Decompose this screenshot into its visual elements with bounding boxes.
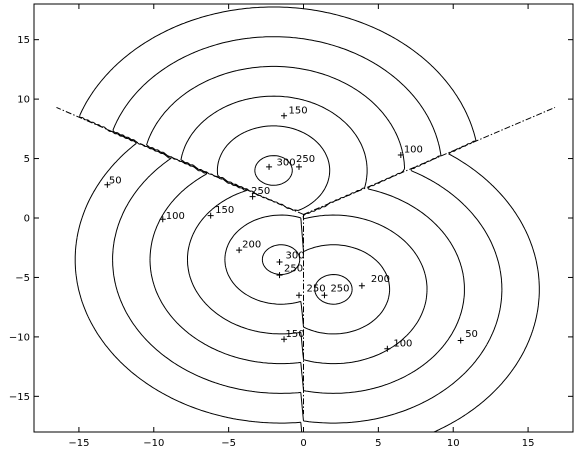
y-tick-label: 15 xyxy=(17,35,30,46)
x-tick-label: 10 xyxy=(447,438,460,449)
label-marker xyxy=(359,283,365,289)
label-marker xyxy=(281,113,287,119)
contour-label: 50 xyxy=(465,329,478,340)
x-tick-label: 15 xyxy=(522,438,535,449)
contour-label: 100 xyxy=(166,211,185,222)
y-tick-label: −15 xyxy=(9,392,30,403)
label-marker xyxy=(266,164,272,170)
y-tick-label: −5 xyxy=(15,273,30,284)
contour-label: 200 xyxy=(242,240,261,251)
x-tick-label: 0 xyxy=(300,438,306,449)
x-tick-label: −15 xyxy=(68,438,89,449)
axes: −15 −10 −5 0 5 10 15 −15 −10 −5 0 5 10 15 xyxy=(9,4,573,449)
y-tick-label: 10 xyxy=(17,95,30,106)
contour-lines xyxy=(75,7,539,432)
contour-label: 200 xyxy=(371,274,390,285)
y-tick-label: −10 xyxy=(9,332,30,343)
contour-label: 150 xyxy=(215,205,234,216)
y-tick-label: 0 xyxy=(24,214,30,225)
contour-label: 150 xyxy=(286,329,305,340)
contour-label: 100 xyxy=(393,338,412,349)
label-marker xyxy=(277,259,283,265)
x-tick-label: −5 xyxy=(221,438,236,449)
contour-label: 250 xyxy=(306,284,325,295)
label-marker xyxy=(208,213,214,219)
divider-line-1 xyxy=(56,107,303,214)
label-marker xyxy=(277,272,283,278)
x-tick-label: −10 xyxy=(143,438,164,449)
contour-label: 150 xyxy=(289,105,308,116)
contour-label: 300 xyxy=(277,158,296,169)
label-marker xyxy=(458,337,464,343)
x-tick-label: 5 xyxy=(375,438,381,449)
contour-label: 50 xyxy=(109,176,122,187)
contour-label: 100 xyxy=(404,145,423,156)
contour-label: 300 xyxy=(286,250,305,261)
contour-label: 250 xyxy=(284,264,303,275)
label-marker xyxy=(296,292,302,298)
contour-label: 250 xyxy=(330,284,349,295)
contour-label: 250 xyxy=(251,186,270,197)
y-tick-label: 5 xyxy=(24,154,30,165)
contour-label: 250 xyxy=(296,154,315,165)
contour-level-100 xyxy=(113,37,502,423)
